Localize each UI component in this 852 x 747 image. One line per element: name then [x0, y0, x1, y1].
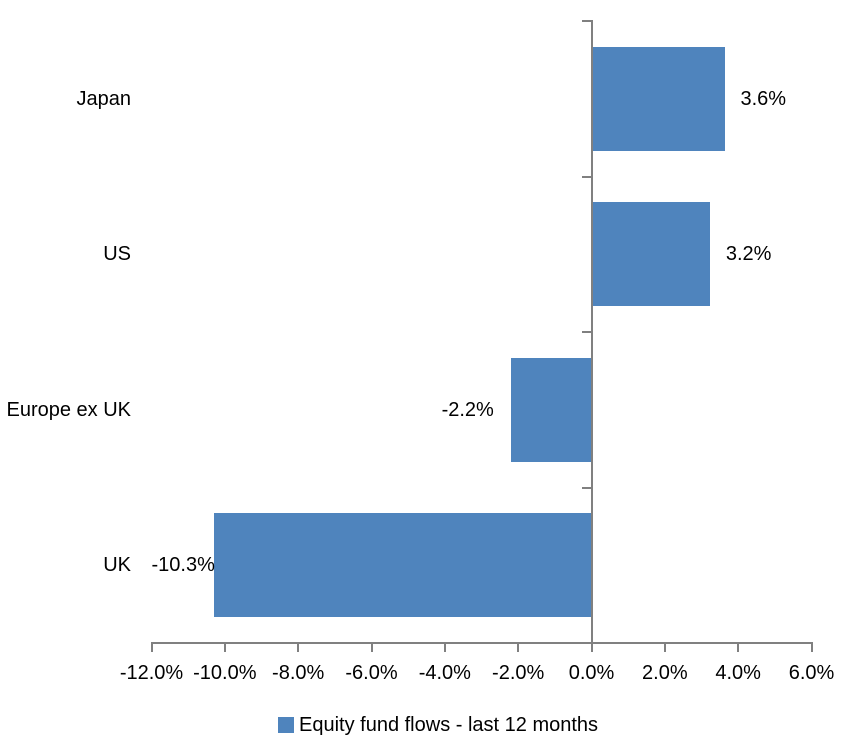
data-label: -10.3%	[151, 554, 215, 577]
x-axis-tick	[223, 644, 226, 652]
x-axis-tick-label: 4.0%	[715, 662, 761, 684]
category-label: UK	[103, 554, 131, 577]
bar-us	[592, 202, 710, 307]
x-axis-line	[150, 642, 813, 644]
x-axis-tick	[737, 644, 740, 652]
x-axis-tick-label: -6.0%	[345, 662, 398, 684]
bar-uk	[213, 513, 592, 618]
x-axis-tick	[590, 644, 593, 652]
data-label: -2.2%	[441, 398, 494, 421]
category-tick	[582, 486, 592, 489]
x-axis-tick-label: -12.0%	[119, 662, 184, 684]
y-axis-line	[590, 20, 593, 645]
x-axis-tick-label: 2.0%	[642, 662, 688, 684]
x-axis-tick-label: -10.0%	[193, 662, 257, 684]
x-axis-tick	[663, 644, 666, 652]
category-tick	[582, 331, 592, 333]
category-tick	[582, 20, 592, 22]
legend-series-label: Equity fund flows - last 12 months	[299, 714, 599, 736]
data-label: 3.6%	[740, 87, 787, 110]
x-axis-tick	[370, 644, 373, 652]
x-axis-tick	[297, 644, 300, 652]
x-axis-tick-label: 0.0%	[568, 662, 615, 684]
x-axis-tick-label: 6.0%	[788, 662, 835, 684]
x-axis-tick-label: -8.0%	[272, 662, 325, 684]
legend-marker-swatch	[278, 717, 294, 733]
category-tick	[582, 175, 592, 178]
bar-japan	[592, 46, 725, 151]
category-label: Japan	[76, 87, 132, 110]
category-label: Europe ex UK	[6, 398, 131, 421]
x-axis-tick-label: -2.0%	[492, 662, 545, 684]
x-axis-tick-label: -4.0%	[418, 662, 471, 684]
legend: Equity fund flows - last 12 months	[278, 712, 598, 738]
x-axis-tick	[517, 644, 520, 652]
x-axis-tick	[150, 644, 153, 652]
bar-europe-ex-uk	[510, 357, 592, 462]
category-label: US	[103, 243, 131, 266]
x-axis-tick	[443, 644, 446, 652]
x-axis-tick	[810, 644, 813, 652]
data-label: 3.2%	[725, 243, 772, 266]
